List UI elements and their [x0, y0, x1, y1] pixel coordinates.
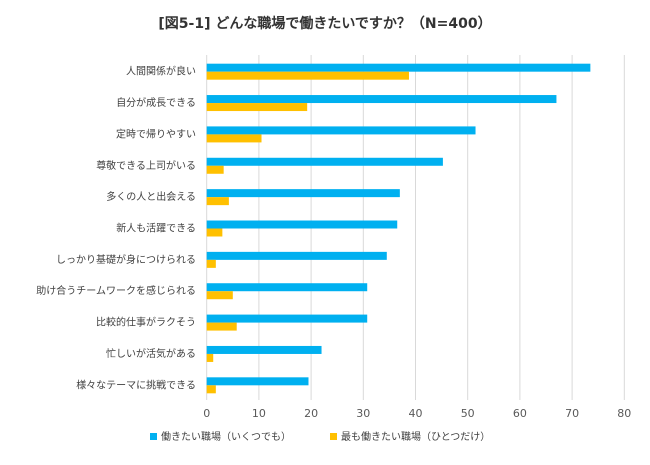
bar-any-5 [206, 220, 398, 229]
bar-most-4 [206, 197, 229, 206]
bar-most-7 [206, 291, 233, 300]
category-label: 人間関係が良い [126, 65, 196, 78]
legend-swatch [150, 433, 157, 440]
x-tick-label: 20 [304, 407, 318, 420]
category-label: 自分が成長できる [116, 96, 196, 109]
x-tick-label: 0 [203, 407, 210, 420]
legend-swatch [330, 433, 337, 440]
bar-most-0 [206, 71, 409, 80]
bar-most-1 [206, 103, 308, 112]
category-label: 尊敬できる上司がいる [96, 159, 196, 172]
x-tick-label: 30 [356, 407, 370, 420]
x-tick-label: 50 [461, 407, 475, 420]
bar-most-3 [206, 165, 224, 174]
bar-most-9 [206, 353, 214, 362]
bar-any-3 [206, 157, 443, 166]
category-label: 助け合うチームワークを感じられる [36, 284, 196, 297]
legend-label: 最も働きたい職場（ひとつだけ） [341, 430, 490, 443]
category-label: 新人も活躍できる [116, 222, 196, 235]
category-label: 定時で帰りやすい [116, 127, 196, 140]
category-label: 忙しいが活気がある [106, 347, 196, 360]
bar-any-0 [206, 63, 591, 72]
bar-any-4 [206, 189, 400, 198]
bar-any-2 [206, 126, 476, 135]
bar-any-9 [206, 345, 322, 354]
bar-any-1 [206, 95, 557, 104]
category-label: しっかり基礎が身につけられる [56, 253, 196, 266]
x-tick-label: 40 [409, 407, 423, 420]
bar-most-6 [206, 259, 216, 268]
bar-most-10 [206, 385, 216, 394]
x-tick-label: 80 [617, 407, 631, 420]
bar-any-10 [206, 377, 309, 386]
bar-any-8 [206, 314, 368, 323]
bar-most-8 [206, 322, 237, 331]
legend-label: 働きたい職場（いくつでも） [161, 430, 291, 443]
bar-most-5 [206, 228, 223, 237]
category-label: 様々なテーマに挑戦できる [76, 378, 196, 391]
x-tick-label: 10 [252, 407, 266, 420]
bar-most-2 [206, 134, 262, 143]
chart-title: [図5-1] どんな職場で働きたいですか？（N=400） [158, 15, 491, 32]
x-tick-label: 70 [565, 407, 579, 420]
bar-any-6 [206, 251, 387, 260]
x-tick-label: 60 [513, 407, 527, 420]
category-label: 比較的仕事がラクそう [96, 316, 196, 329]
category-label: 多くの人と出会える [106, 190, 196, 203]
bar-any-7 [206, 283, 368, 292]
